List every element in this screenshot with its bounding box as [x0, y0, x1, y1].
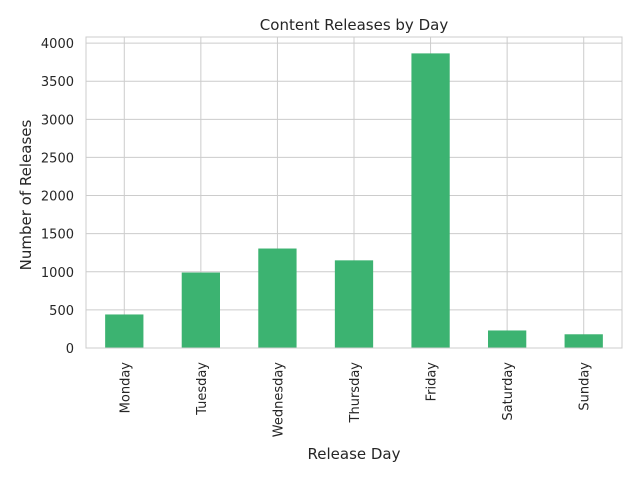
x-tick-label: Wednesday: [271, 362, 286, 438]
y-tick-label: 3500: [41, 75, 74, 90]
chart-title: Content Releases by Day: [260, 16, 449, 34]
x-axis-title: Release Day: [308, 445, 401, 463]
y-tick-label: 500: [49, 304, 74, 319]
y-tick-label: 2500: [41, 151, 74, 166]
bar-sunday: [564, 334, 603, 348]
y-axis-title: Number of Releases: [17, 119, 35, 270]
x-tick-label: Thursday: [348, 362, 363, 424]
y-tick-label: 3000: [41, 113, 74, 128]
x-tick-label: Tuesday: [195, 362, 210, 416]
y-tick-label: 4000: [41, 37, 74, 52]
x-tick-label: Sunday: [578, 362, 593, 411]
x-tick-label: Saturday: [501, 362, 516, 421]
y-tick-label: 0: [66, 342, 74, 357]
x-tick-labels: Monday Tuesday Wednesday Thursday Friday Satu…: [118, 362, 592, 438]
x-tick-label: Monday: [118, 362, 133, 414]
bar-monday: [105, 314, 144, 348]
bar-wednesday: [258, 248, 297, 348]
x-tick-label: Friday: [425, 362, 440, 402]
bar-tuesday: [181, 272, 220, 348]
y-tick-label: 2000: [41, 190, 74, 205]
bar-saturday: [488, 330, 527, 348]
bars: [105, 53, 603, 348]
y-tick-labels: 0 500 1000 1500 2000 2500 3000 3500 4000: [41, 37, 74, 357]
y-tick-label: 1500: [41, 228, 74, 243]
bar-thursday: [334, 260, 374, 348]
bar-friday: [411, 53, 450, 348]
plot-frame: [85, 36, 623, 349]
y-tick-label: 1000: [41, 266, 74, 281]
